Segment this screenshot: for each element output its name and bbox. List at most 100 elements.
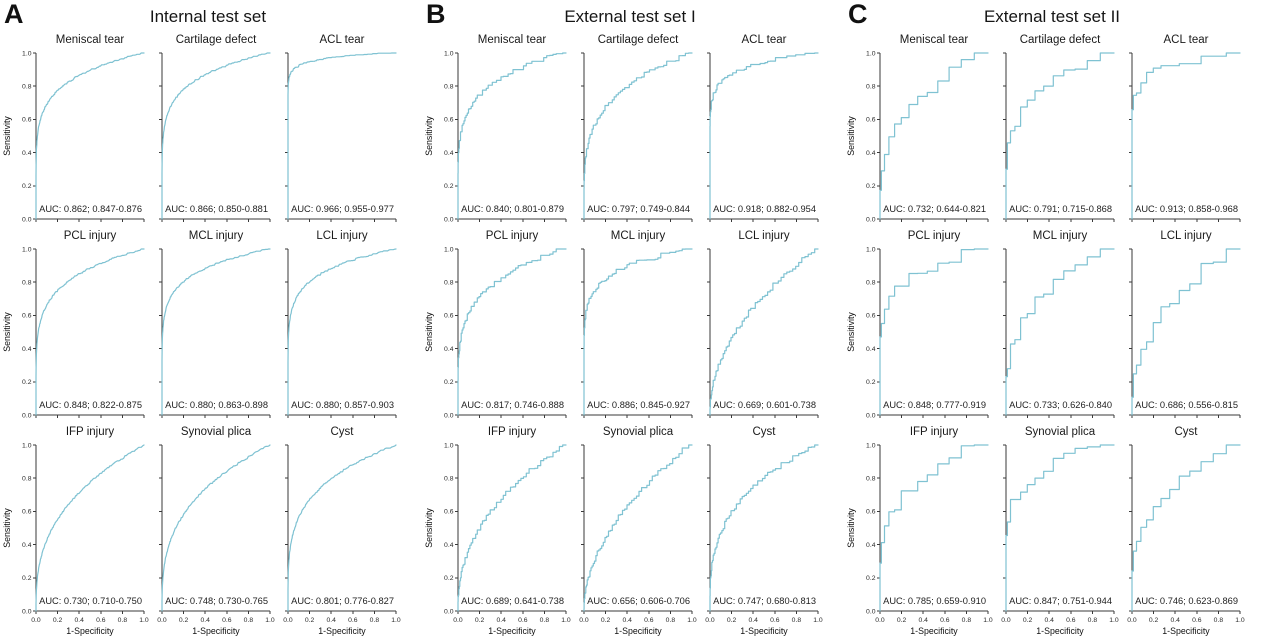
roc-curve [1131, 52, 1241, 220]
roc-subplot: Synovial plica 0.0 0.2 0.4 0.6 0.8 1.0 1-Specif… [150, 425, 276, 638]
x-tick-label: 0.2 [305, 617, 315, 624]
y-tick-label: 0.0 [444, 216, 454, 223]
roc-curve [35, 444, 145, 612]
x-tick-label: 0.0 [157, 617, 167, 624]
x-tick-label: 0.0 [1001, 617, 1011, 624]
y-tick-label: 0.4 [866, 150, 876, 157]
auc-annotation: AUC: 0.880; 0.857-0.903 [291, 400, 394, 410]
x-tick-label: 0.6 [644, 617, 654, 624]
roc-curve [457, 444, 567, 612]
roc-plot-svg: AUC: 0.669; 0.601-0.738 [707, 248, 819, 418]
roc-subplot: Cyst 0.0 0.2 0.4 0.6 0.8 1.0 1-Specificity AUC: … [276, 425, 402, 638]
y-tick-label: 0.6 [866, 117, 876, 124]
subplot-title: Synovial plica [602, 426, 674, 438]
roc-subplot: PCL injury 0.0 0.2 0.4 0.6 0.8 1.0 Sensitivity A… [2, 229, 150, 423]
x-tick-label: 0.2 [475, 617, 485, 624]
y-tick-label: 0.8 [22, 84, 32, 91]
roc-grid: Meniscal tear 0.0 0.2 0.4 0.6 0.8 1.0 Sensitivi… [424, 33, 836, 638]
x-tick-label: 0.0 [875, 617, 885, 624]
y-tick-label: 1.0 [444, 442, 454, 449]
specificity-label: 1-Specificity [740, 626, 788, 636]
y-tick-label: 0.2 [22, 575, 32, 582]
subplot-title: LCL injury [1160, 230, 1212, 242]
auc-annotation: AUC: 0.966; 0.955-0.977 [291, 204, 394, 214]
auc-annotation: AUC: 0.840; 0.801-0.879 [461, 204, 564, 214]
y-tick-label: 1.0 [866, 442, 876, 449]
y-tick-label: 0.8 [866, 84, 876, 91]
roc-curve [1005, 444, 1115, 612]
specificity-label: 1-Specificity [318, 626, 366, 636]
roc-curve [583, 248, 693, 416]
x-tick-label: 0.4 [74, 617, 84, 624]
y-tick-label: 0.2 [866, 183, 876, 190]
auc-annotation: AUC: 0.669; 0.601-0.738 [713, 400, 816, 410]
y-tick-label: 0.4 [444, 542, 454, 549]
sensitivity-label: Sensitivity [2, 116, 12, 156]
subplot-title: ACL tear [319, 34, 365, 46]
sensitivity-label: Sensitivity [846, 312, 856, 352]
y-tick-label: 0.4 [866, 542, 876, 549]
subplot-title: Cyst [1174, 426, 1198, 438]
y-tick-label: 1.0 [444, 50, 454, 57]
x-tick-label: 0.4 [918, 617, 928, 624]
y-tick-label: 0.6 [866, 509, 876, 516]
auc-annotation: AUC: 0.862; 0.847-0.876 [39, 204, 142, 214]
roc-plot-svg: AUC: 0.686; 0.556-0.815 [1129, 248, 1241, 418]
x-tick-label: 1.0 [983, 617, 993, 624]
roc-subplot: PCL injury 0.0 0.2 0.4 0.6 0.8 1.0 Sensitivity A… [424, 229, 572, 423]
roc-plot-svg: AUC: 0.886; 0.845-0.927 [581, 248, 693, 418]
x-tick-label: 0.2 [179, 617, 189, 624]
x-tick-label: 0.0 [283, 617, 293, 624]
roc-subplot: ACL tear AUC: 0.918; 0.882-0.954 [698, 33, 824, 227]
roc-plot-svg: 0.0 0.2 0.4 0.6 0.8 1.0 Sensitivity AUC: 0.862;… [2, 50, 145, 223]
x-tick-label: 1.0 [1235, 617, 1245, 624]
x-tick-label: 0.4 [622, 617, 632, 624]
subplot-title: Cyst [752, 426, 776, 438]
y-tick-label: 0.8 [444, 280, 454, 287]
y-tick-label: 0.6 [444, 313, 454, 320]
x-tick-label: 1.0 [1109, 617, 1119, 624]
panel-header: A Internal test set [2, 0, 414, 31]
roc-curve [1131, 444, 1241, 612]
subplot-title: MCL injury [188, 230, 244, 242]
panel-title: External test set II [983, 7, 1121, 26]
y-tick-label: 1.0 [866, 246, 876, 253]
x-tick-label: 1.0 [139, 617, 149, 624]
roc-subplot: PCL injury 0.0 0.2 0.4 0.6 0.8 1.0 Sensitivity A… [846, 229, 994, 423]
x-tick-label: 0.0 [31, 617, 41, 624]
roc-plot-svg: AUC: 0.866; 0.850-0.881 [159, 52, 271, 222]
subplot-title: LCL injury [738, 230, 790, 242]
roc-plot-svg: 0.0 0.2 0.4 0.6 0.8 1.0 Sensitivity AUC: 0.732;… [846, 50, 989, 223]
roc-curve [709, 444, 819, 612]
auc-annotation: AUC: 0.656; 0.606-0.706 [587, 596, 690, 606]
roc-plot-svg: 0.0 0.2 0.4 0.6 0.8 1.0 Sensitivity AUC: 0.848;… [846, 246, 989, 419]
auc-annotation: AUC: 0.686; 0.556-0.815 [1135, 400, 1238, 410]
roc-subplot: Cyst 0.0 0.2 0.4 0.6 0.8 1.0 1-Specificity AUC: … [1120, 425, 1246, 638]
roc-subplot: Cartilage defect AUC: 0.797; 0.749-0.844 [572, 33, 698, 227]
roc-subplot: Synovial plica 0.0 0.2 0.4 0.6 0.8 1.0 1-Specif… [994, 425, 1120, 638]
subplot-title: MCL injury [610, 230, 666, 242]
y-tick-label: 0.6 [444, 117, 454, 124]
y-tick-label: 0.0 [444, 608, 454, 615]
y-tick-label: 0.8 [444, 476, 454, 483]
y-tick-label: 0.0 [22, 608, 32, 615]
roc-plot-svg: AUC: 0.913; 0.858-0.968 [1129, 52, 1241, 222]
roc-plot-svg: 0.0 0.2 0.4 0.6 0.8 1.0 1-Specificity AUC: 0.74… [157, 444, 275, 636]
x-tick-label: 0.8 [540, 617, 550, 624]
roc-plot-svg: 0.0 0.2 0.4 0.6 0.8 1.0 0.0 0.2 0.4 0.6 0.8 1.0 Sens… [846, 442, 993, 636]
x-tick-label: 0.8 [370, 617, 380, 624]
sensitivity-label: Sensitivity [2, 312, 12, 352]
auc-annotation: AUC: 0.817; 0.746-0.888 [461, 400, 564, 410]
sensitivity-label: Sensitivity [846, 116, 856, 156]
subplot-title: Cartilage defect [597, 34, 679, 46]
roc-curve [879, 52, 989, 220]
roc-plot-svg: AUC: 0.880; 0.863-0.898 [159, 248, 271, 418]
roc-plot-svg: 0.0 0.2 0.4 0.6 0.8 1.0 1-Specificity AUC: 0.74… [705, 444, 823, 636]
roc-curve [287, 444, 397, 612]
y-tick-label: 0.8 [866, 280, 876, 287]
auc-annotation: AUC: 0.785; 0.659-0.910 [883, 596, 986, 606]
roc-subplot: Meniscal tear 0.0 0.2 0.4 0.6 0.8 1.0 Sensitivi… [846, 33, 994, 227]
roc-curve [161, 52, 271, 220]
y-tick-label: 0.0 [22, 412, 32, 419]
y-tick-label: 0.2 [866, 379, 876, 386]
